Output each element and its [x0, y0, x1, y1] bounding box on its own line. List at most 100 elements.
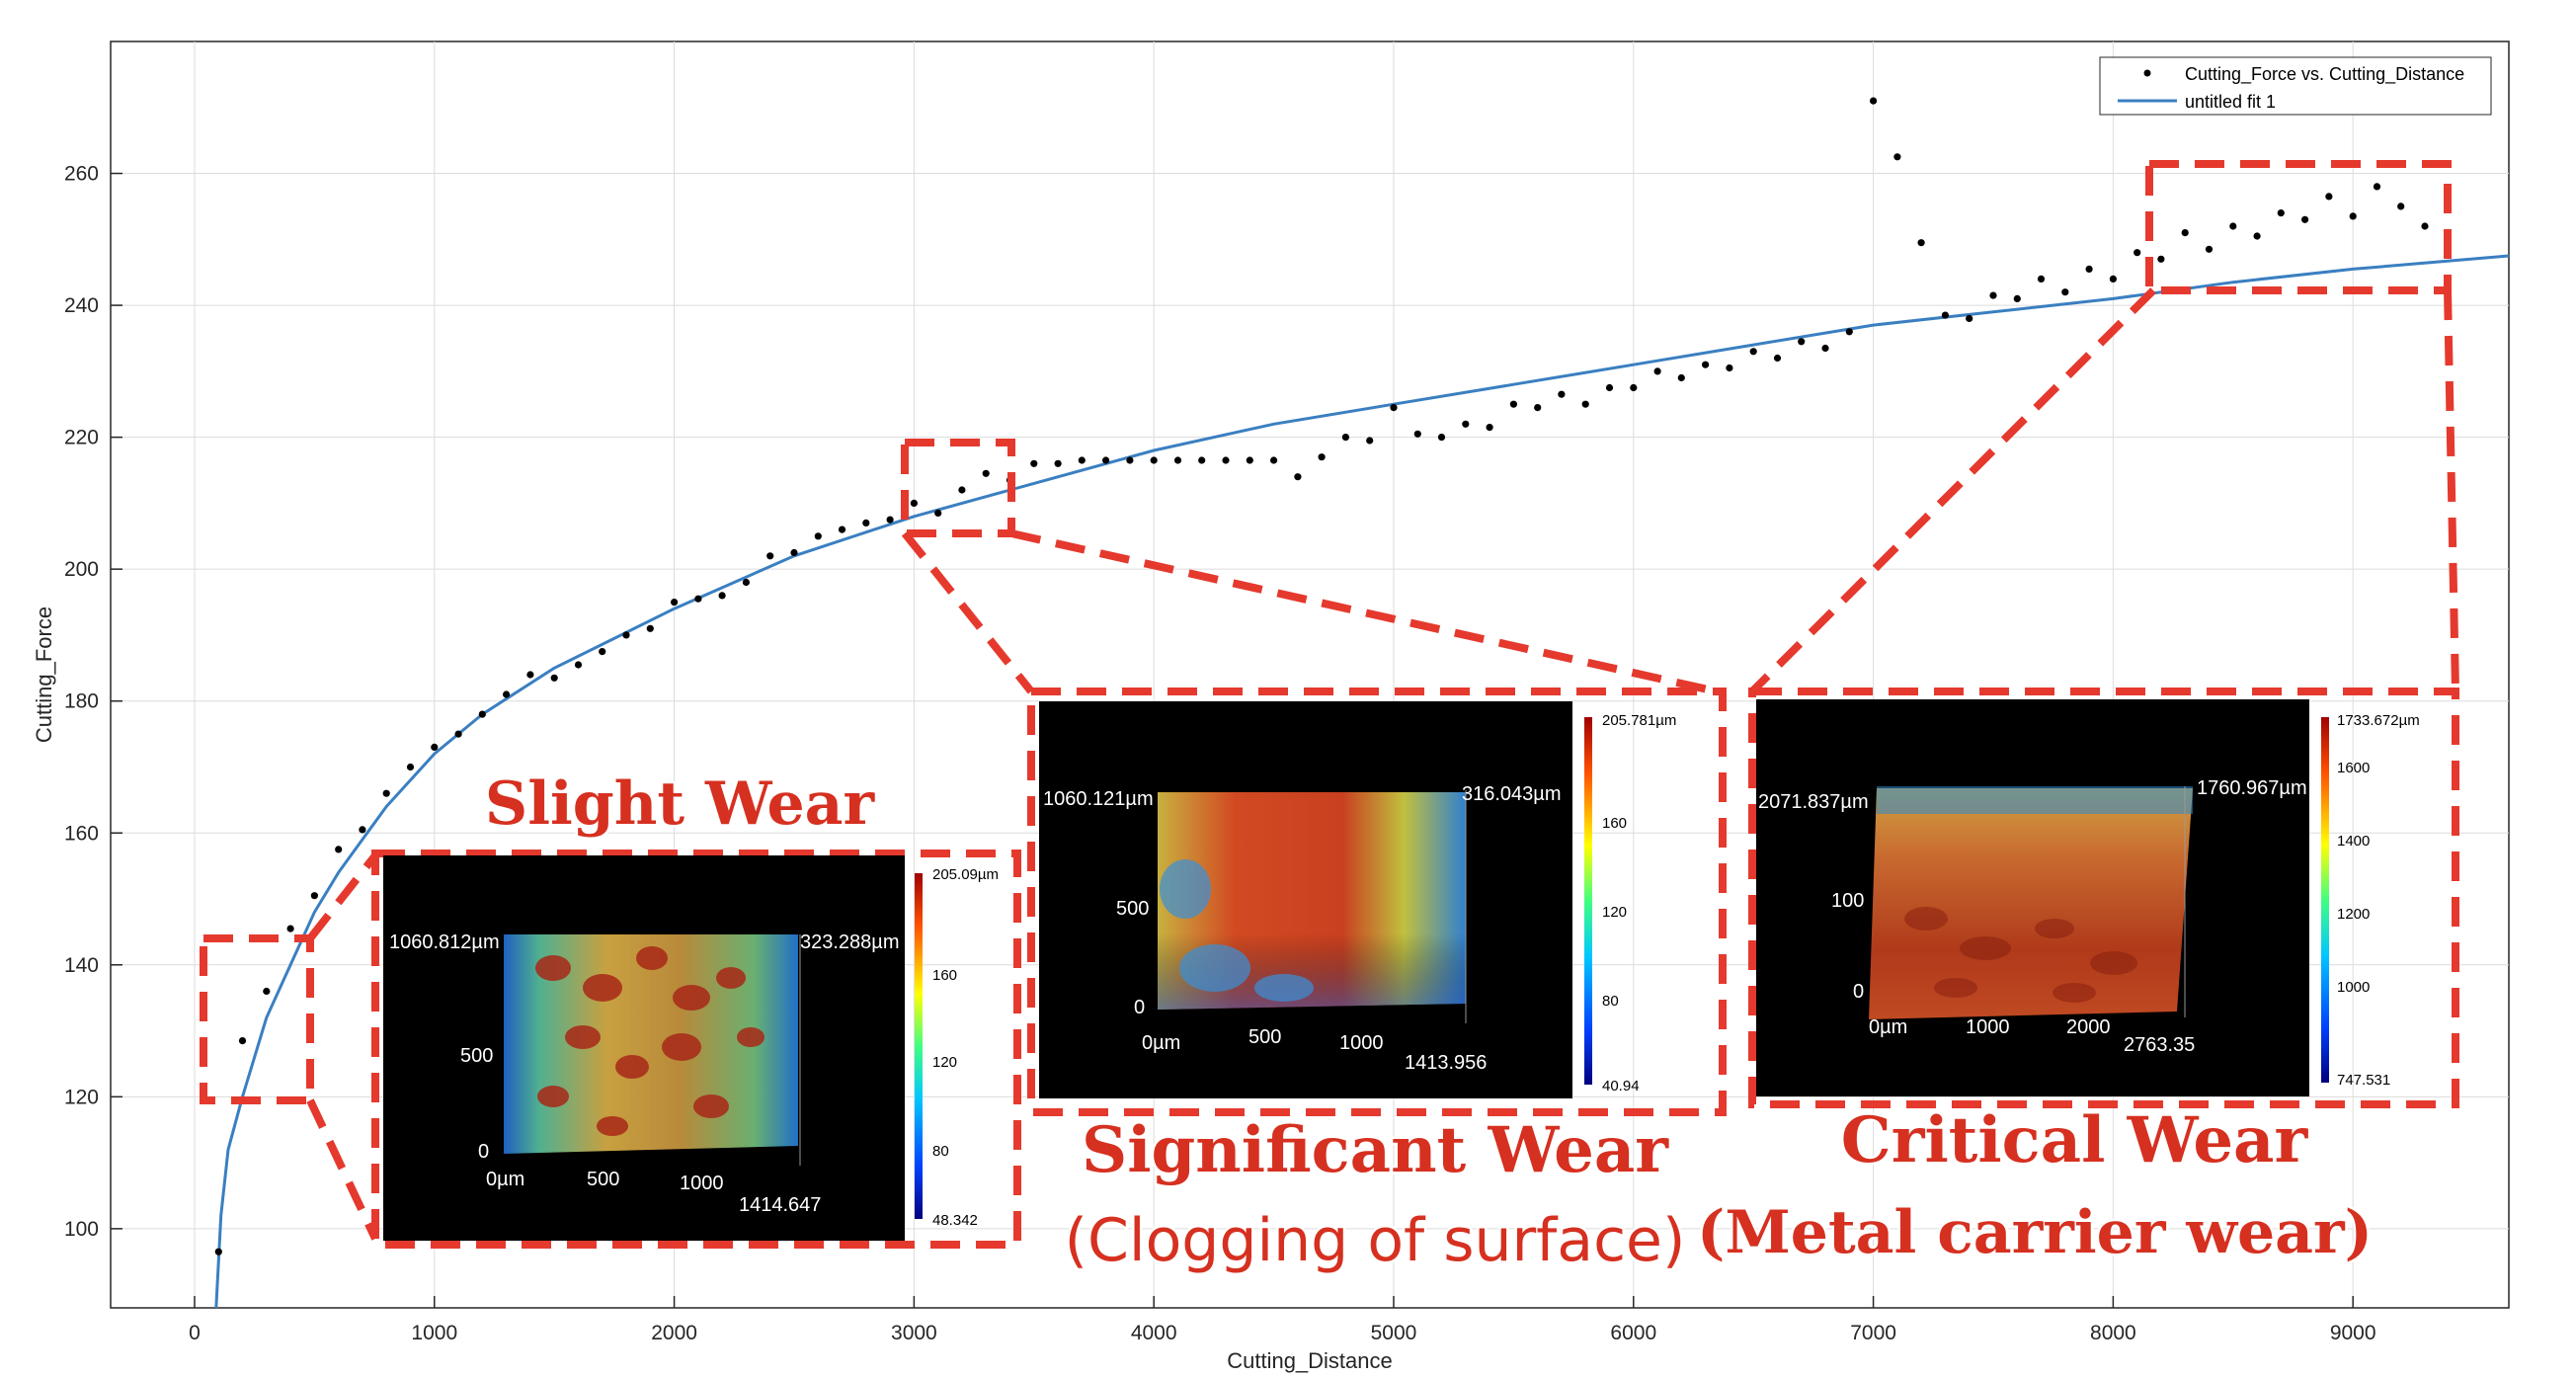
data-point: [934, 509, 942, 518]
data-point: [1917, 239, 1925, 247]
inset-significant-top-label: 1060.121µm: [1043, 788, 1154, 810]
inset-critical-top-right-label: 1760.967µm: [2197, 777, 2307, 799]
data-point: [1677, 373, 1685, 382]
inset-critical-top-label: 2071.837µm: [1758, 791, 1869, 813]
inset-slight-x-tick: 1414.647: [739, 1194, 821, 1216]
y-tick-label: 200: [64, 558, 99, 581]
inset-slight-x-tick: 1000: [680, 1173, 724, 1194]
y-tick-label: 220: [64, 427, 99, 449]
data-point: [1054, 459, 1062, 467]
data-point: [982, 469, 990, 477]
inset-significant-x-tick: 1000: [1339, 1032, 1384, 1054]
data-point: [1726, 364, 1733, 372]
inset-critical-colorbar-max: 1733.672µm: [2337, 712, 2420, 729]
inset-slight-colorbar: [915, 873, 923, 1219]
inset-critical-colorbar-tick: 1200: [2337, 906, 2370, 923]
annotation-critical-title: Critical Wear: [1841, 1103, 2309, 1177]
callout-slight-connector-bottom: [306, 1098, 379, 1241]
data-point: [1437, 434, 1446, 442]
inset-critical: 2071.837µm 1760.967µm 100 0 0µm 1000 200…: [1756, 699, 2420, 1096]
x-tick-label: 2000: [651, 1322, 697, 1344]
data-point: [2109, 275, 2117, 283]
callout-critical: [1748, 160, 2459, 1108]
data-points: [214, 97, 2429, 1256]
inset-critical-colorbar-tick: 1400: [2337, 833, 2370, 850]
data-point: [478, 710, 486, 718]
x-tick-label: 4000: [1131, 1322, 1177, 1344]
data-point: [1486, 424, 1493, 432]
data-point: [2301, 215, 2309, 223]
x-tick-label: 5000: [1371, 1322, 1417, 1344]
data-point: [1773, 354, 1782, 363]
annotation-significant-title: Significant Wear: [1082, 1113, 1669, 1187]
inset-critical-colorbar: [2321, 717, 2329, 1083]
inset-critical-colorbar-min: 747.531: [2337, 1072, 2390, 1089]
inset-significant-top-right-label: 316.043µm: [1462, 783, 1561, 805]
data-point: [406, 763, 415, 771]
data-point: [1462, 420, 1470, 428]
inset-significant-colorbar: [1584, 717, 1592, 1085]
callout-critical-connector-right: [2444, 289, 2459, 692]
inset-significant-y-tick: 500: [1116, 898, 1149, 920]
data-point: [646, 624, 654, 632]
annotation-critical-subtitle: (Metal carrier wear): [1697, 1198, 2373, 1267]
data-point: [1341, 434, 1349, 442]
callout-critical-connector-left: [1749, 287, 2156, 694]
x-tick-label: 6000: [1610, 1322, 1656, 1344]
data-point: [2421, 222, 2429, 230]
data-point: [862, 519, 870, 527]
x-tick-label: 1000: [411, 1322, 457, 1344]
x-tick-label: 7000: [1850, 1322, 1896, 1344]
legend-label-fit: untitled fit 1: [2185, 92, 2276, 112]
data-point: [1270, 456, 1278, 464]
y-tick-label: 100: [64, 1218, 99, 1241]
data-point: [574, 661, 583, 669]
data-point: [958, 486, 966, 494]
data-point: [2133, 249, 2141, 257]
inset-critical-surface: [1869, 788, 2193, 1019]
data-point: [910, 499, 919, 507]
data-point: [1030, 459, 1038, 467]
data-point: [2085, 265, 2093, 273]
inset-slight: 1060.812µm 323.288µm 500 0 0µm 500 1000 …: [383, 855, 999, 1241]
data-point: [1630, 383, 1638, 392]
data-point: [2325, 193, 2333, 201]
data-point: [1102, 456, 1110, 464]
inset-slight-x-tick: 500: [587, 1169, 619, 1190]
callout-critical-region: [2145, 160, 2452, 294]
annotation-significant-subtitle: (Clogging of surface): [1065, 1206, 1686, 1275]
x-tick-label: 3000: [891, 1322, 937, 1344]
inset-significant-y-tick: 0: [1134, 997, 1145, 1018]
data-point: [2061, 288, 2069, 296]
data-point: [1390, 404, 1398, 412]
inset-critical-x-tick: 2763.35: [2124, 1034, 2195, 1056]
callout-significant: [901, 439, 1727, 1116]
x-tick-label: 8000: [2090, 1322, 2136, 1344]
inset-slight-colorbar-tick: 80: [932, 1143, 949, 1160]
data-point: [1534, 404, 1542, 412]
data-point: [671, 599, 679, 607]
data-point: [2181, 229, 2189, 237]
data-point: [1653, 367, 1661, 375]
y-tick-label: 180: [64, 690, 99, 713]
inset-significant: 1060.121µm 316.043µm 500 0 0µm 500 1000 …: [1039, 701, 1676, 1098]
inset-significant-x-tick: 0µm: [1142, 1032, 1180, 1054]
data-point: [886, 516, 894, 524]
inset-significant-x-tick: 500: [1248, 1026, 1281, 1048]
inset-critical-colorbar-tick: 1600: [2337, 760, 2370, 776]
data-point: [263, 987, 271, 996]
data-point: [599, 648, 606, 656]
legend-label-points: Cutting_Force vs. Cutting_Distance: [2185, 64, 2464, 85]
data-point: [286, 925, 294, 932]
inset-critical-texture: [1904, 907, 2137, 1003]
data-point: [1198, 456, 1206, 464]
data-point: [1222, 456, 1230, 464]
inset-significant-colorbar-tick: 120: [1602, 904, 1627, 921]
y-tick-label: 140: [64, 954, 99, 977]
data-point: [310, 892, 318, 900]
y-tick-label: 160: [64, 822, 99, 845]
callout-slight-region: [200, 934, 314, 1104]
x-tick-label: 9000: [2330, 1322, 2376, 1344]
callout-critical-frame: [1748, 688, 2459, 1108]
